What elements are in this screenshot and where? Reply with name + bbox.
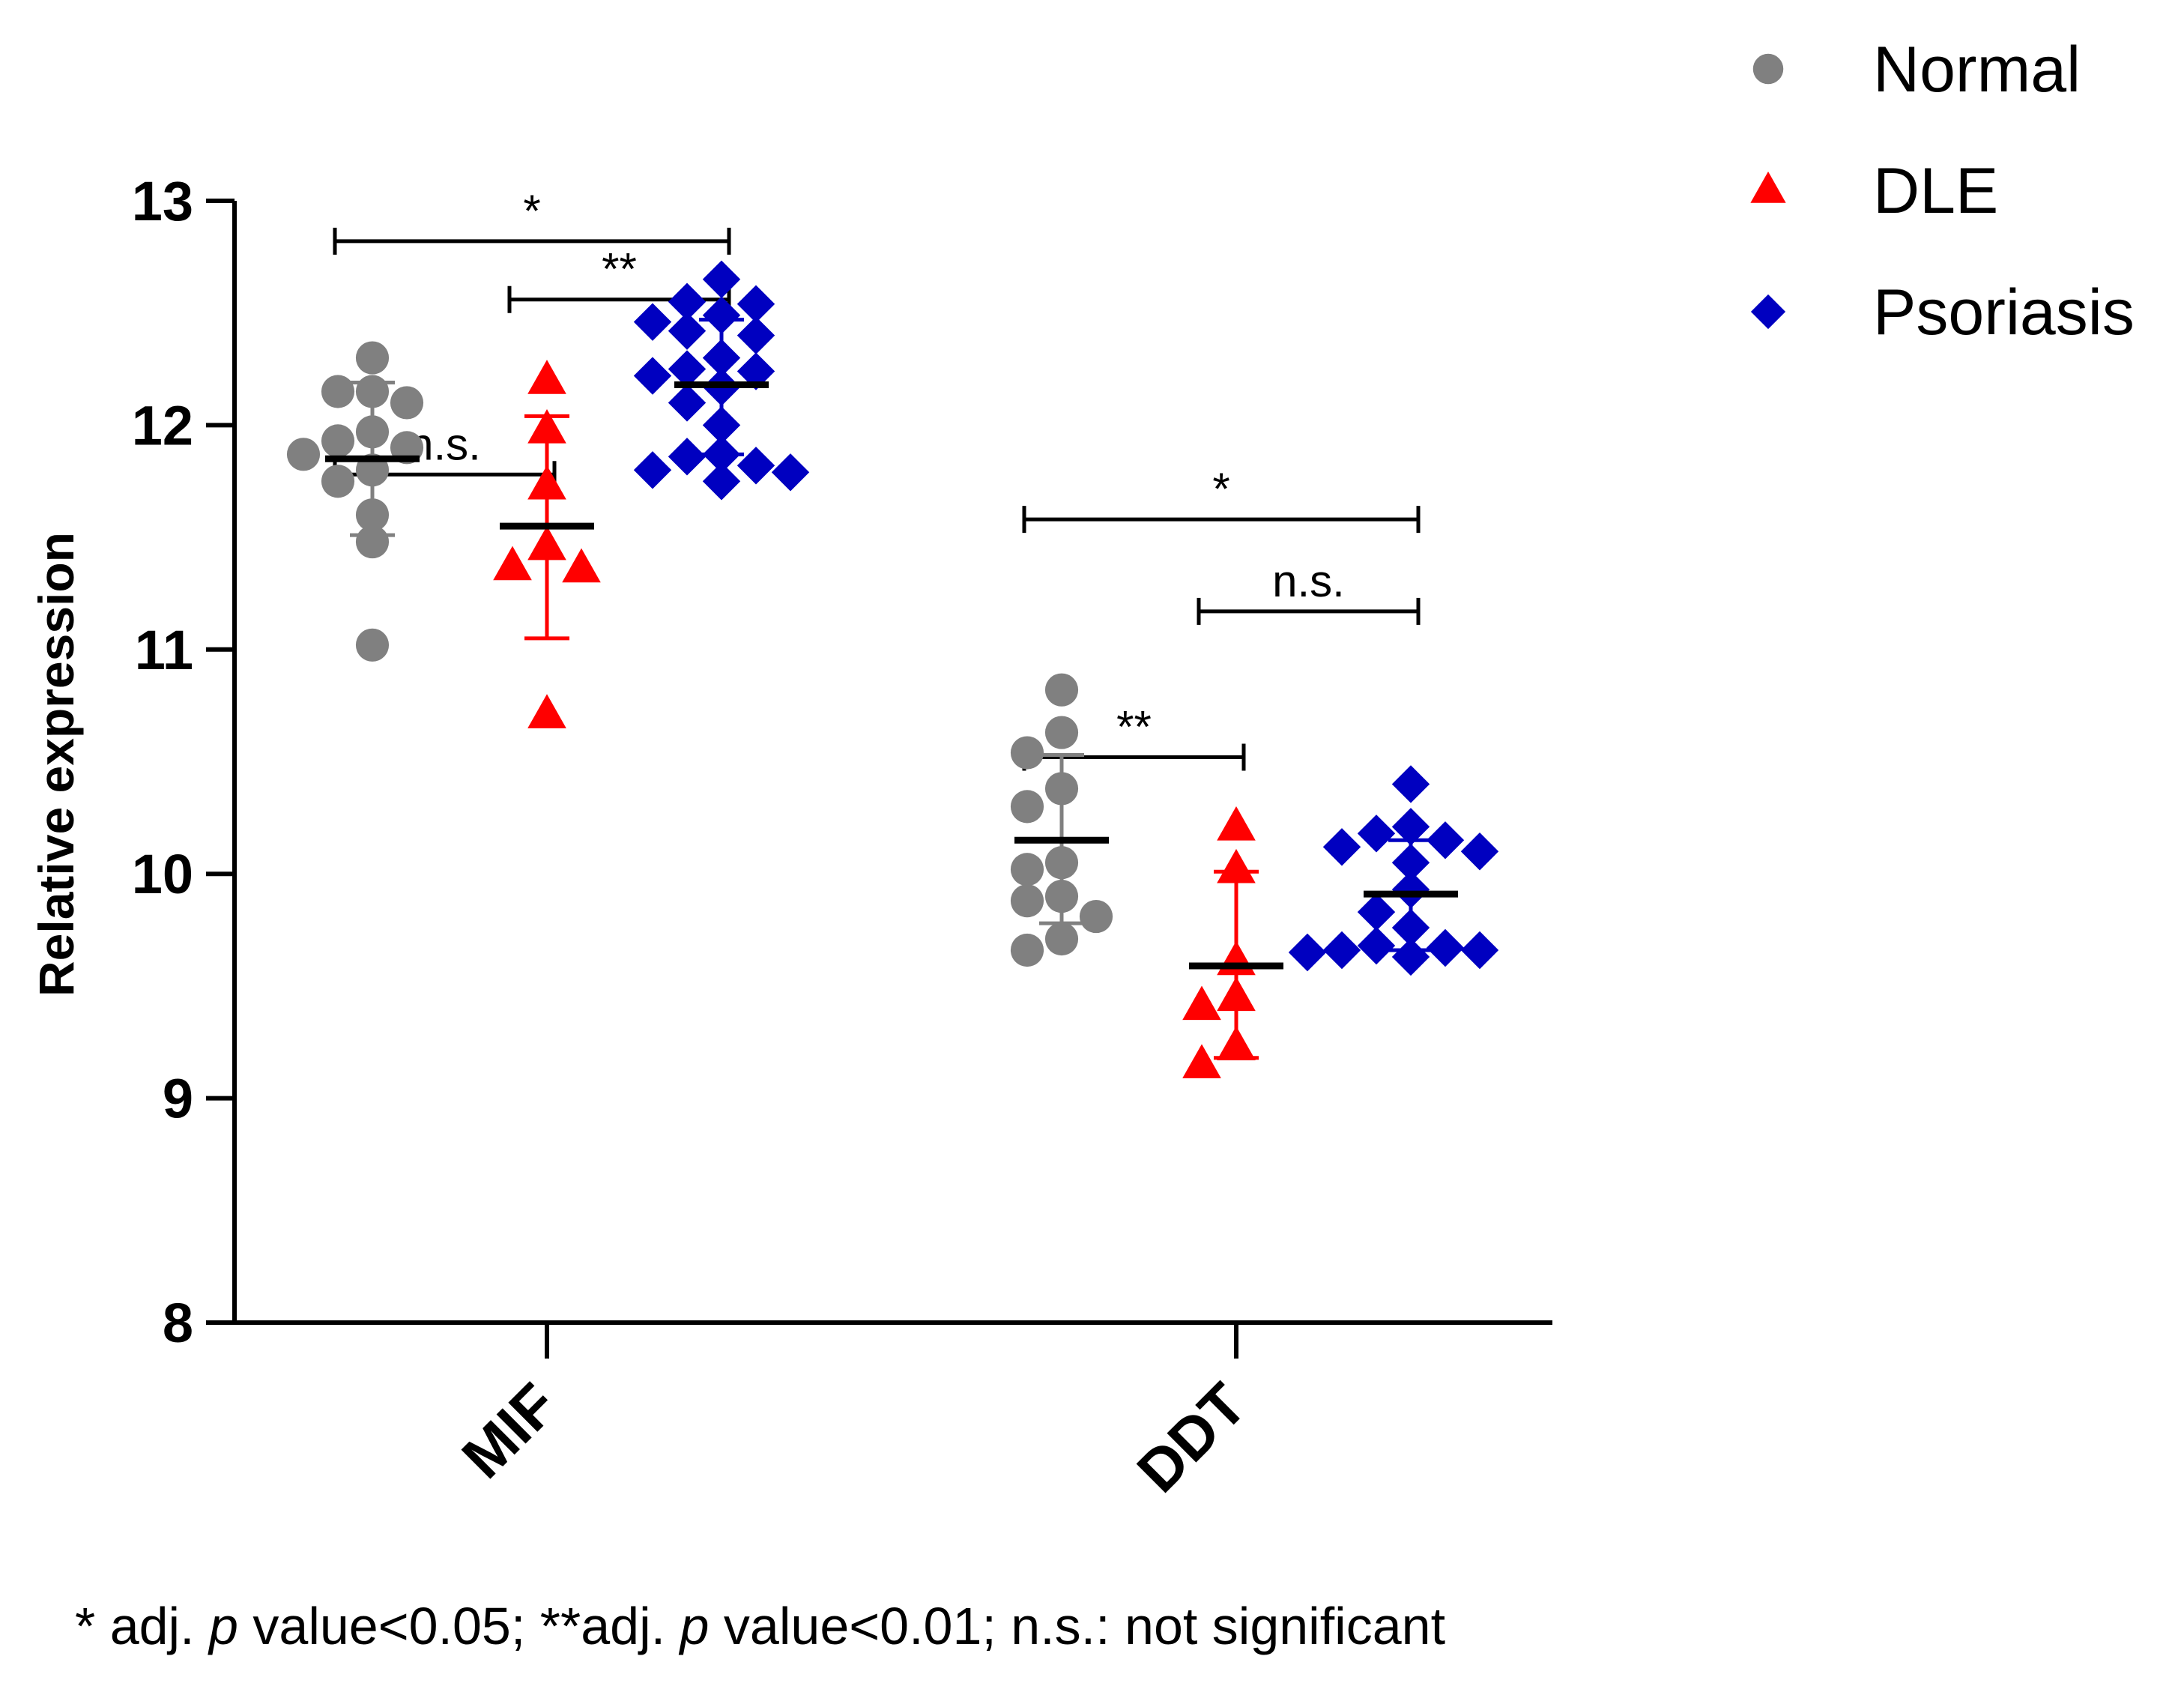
axes: 8 9 10 11 12 13 Relative expression MIF DDT xyxy=(28,170,1552,1505)
error-bars xyxy=(325,318,1458,1060)
point-psoriasis-mif-9 xyxy=(668,350,707,388)
point-psoriasis-mif-13 xyxy=(668,384,707,422)
point-dle-ddt-2 xyxy=(1217,848,1256,883)
point-psoriasis-ddt-11 xyxy=(1357,926,1396,965)
footnote-part-2: value<0.05; **adj. xyxy=(238,1597,680,1655)
point-normal-ddt-9 xyxy=(1010,884,1044,918)
y-tick-label-8: 8 xyxy=(163,1292,193,1354)
point-normal-ddt-2 xyxy=(1044,716,1079,749)
legend-label-psoriasis: Psoriasis xyxy=(1873,277,2135,348)
point-normal-mif-10 xyxy=(321,465,355,498)
point-normal-ddt-3 xyxy=(1010,736,1044,770)
legend-marker-normal xyxy=(1752,53,1784,85)
sig-ddt-normal-dle-label: ** xyxy=(1116,702,1152,752)
y-axis-title: Relative expression xyxy=(28,532,84,997)
data-points xyxy=(286,260,1499,1078)
y-tick-label-11: 11 xyxy=(135,619,193,681)
point-psoriasis-mif-5 xyxy=(633,303,672,341)
point-normal-mif-13 xyxy=(355,628,390,662)
point-psoriasis-mif-7 xyxy=(736,316,775,354)
point-psoriasis-ddt-6 xyxy=(1460,833,1499,871)
point-dle-ddt-7 xyxy=(1182,1044,1221,1078)
point-psoriasis-ddt-3 xyxy=(1357,815,1396,853)
point-psoriasis-ddt-9 xyxy=(1357,892,1396,931)
legend-marker-dle xyxy=(1750,171,1786,203)
point-psoriasis-mif-16 xyxy=(668,438,707,476)
x-tick-label-ddt: DDT xyxy=(1125,1371,1259,1505)
point-dle-ddt-5 xyxy=(1182,985,1221,1021)
point-psoriasis-mif-20 xyxy=(702,462,741,501)
point-psoriasis-mif-2 xyxy=(668,283,707,321)
point-dle-mif-7 xyxy=(527,694,566,728)
point-psoriasis-ddt-1 xyxy=(1391,765,1430,803)
point-normal-mif-5 xyxy=(321,375,355,408)
point-psoriasis-ddt-12 xyxy=(1426,928,1465,967)
point-dle-mif-1 xyxy=(527,360,566,394)
footnote: * adj. p value<0.05; **adj. p value<0.01… xyxy=(75,1596,1873,1656)
sig-mif-normal-psoriasis-label: * xyxy=(523,186,540,236)
y-tick-label-9: 9 xyxy=(163,1068,193,1130)
point-normal-ddt-1 xyxy=(1044,673,1079,707)
point-psoriasis-ddt-15 xyxy=(1288,933,1327,972)
footnote-p-2: p xyxy=(680,1597,710,1655)
point-psoriasis-mif-10 xyxy=(736,352,775,390)
y-tick-label-13: 13 xyxy=(132,170,193,232)
point-normal-mif-2 xyxy=(390,386,424,420)
point-normal-mif-7 xyxy=(286,438,321,471)
point-normal-ddt-7 xyxy=(1010,853,1044,886)
footnote-p-1: p xyxy=(209,1597,238,1655)
point-dle-mif-6 xyxy=(562,548,601,583)
legend-label-normal: Normal xyxy=(1873,34,2081,106)
point-psoriasis-mif-6 xyxy=(668,312,707,350)
legend-label-dle: DLE xyxy=(1873,155,1998,227)
point-dle-ddt-1 xyxy=(1217,806,1256,841)
point-psoriasis-mif-1 xyxy=(702,260,741,298)
sig-ddt-dle-psoriasis-label: n.s. xyxy=(1272,556,1345,606)
point-normal-ddt-10 xyxy=(1079,900,1113,934)
point-psoriasis-mif-17 xyxy=(736,447,775,485)
point-psoriasis-ddt-14 xyxy=(1460,931,1499,970)
point-normal-mif-1 xyxy=(355,341,390,375)
point-psoriasis-ddt-2 xyxy=(1391,808,1430,846)
point-normal-ddt-5 xyxy=(1010,790,1044,824)
point-psoriasis-mif-18 xyxy=(633,451,672,489)
point-psoriasis-mif-3 xyxy=(736,285,775,323)
point-normal-ddt-12 xyxy=(1010,933,1044,967)
point-psoriasis-mif-19 xyxy=(771,453,810,492)
point-psoriasis-ddt-16 xyxy=(1391,937,1430,976)
legend: Normal DLE Psoriasis xyxy=(1750,34,2135,348)
sig-mif-dle-psoriasis-label: ** xyxy=(602,244,637,294)
point-psoriasis-ddt-4 xyxy=(1426,821,1465,859)
legend-marker-psoriasis xyxy=(1750,294,1786,330)
point-normal-mif-6 xyxy=(321,424,355,458)
point-psoriasis-mif-4 xyxy=(702,296,741,334)
point-dle-mif-5 xyxy=(493,546,532,581)
point-normal-ddt-11 xyxy=(1044,922,1079,956)
y-tick-label-10: 10 xyxy=(132,843,193,905)
y-tick-label-12: 12 xyxy=(132,394,193,456)
x-tick-label-mif: MIF xyxy=(450,1371,569,1490)
footnote-part-3: value<0.01; n.s.: not significant xyxy=(709,1597,1446,1655)
footnote-part-1: * adj. xyxy=(75,1597,209,1655)
point-psoriasis-mif-11 xyxy=(633,357,672,395)
sig-ddt-normal-psoriasis-label: * xyxy=(1212,464,1229,514)
point-psoriasis-ddt-13 xyxy=(1322,931,1361,970)
point-psoriasis-ddt-5 xyxy=(1322,828,1361,866)
significance-brackets: n.s.*****n.s.* xyxy=(333,186,1421,771)
